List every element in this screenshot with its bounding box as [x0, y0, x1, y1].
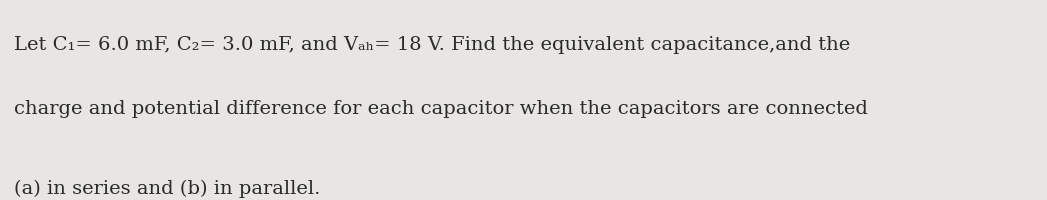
- Text: charge and potential difference for each capacitor when the capacitors are conne: charge and potential difference for each…: [14, 100, 868, 118]
- Text: (a) in series and (b) in parallel.: (a) in series and (b) in parallel.: [14, 180, 320, 198]
- Text: Let C₁= 6.0 mF, C₂= 3.0 mF, and Vₐₕ= 18 V. Find the equivalent capacitance,and t: Let C₁= 6.0 mF, C₂= 3.0 mF, and Vₐₕ= 18 …: [14, 36, 850, 54]
